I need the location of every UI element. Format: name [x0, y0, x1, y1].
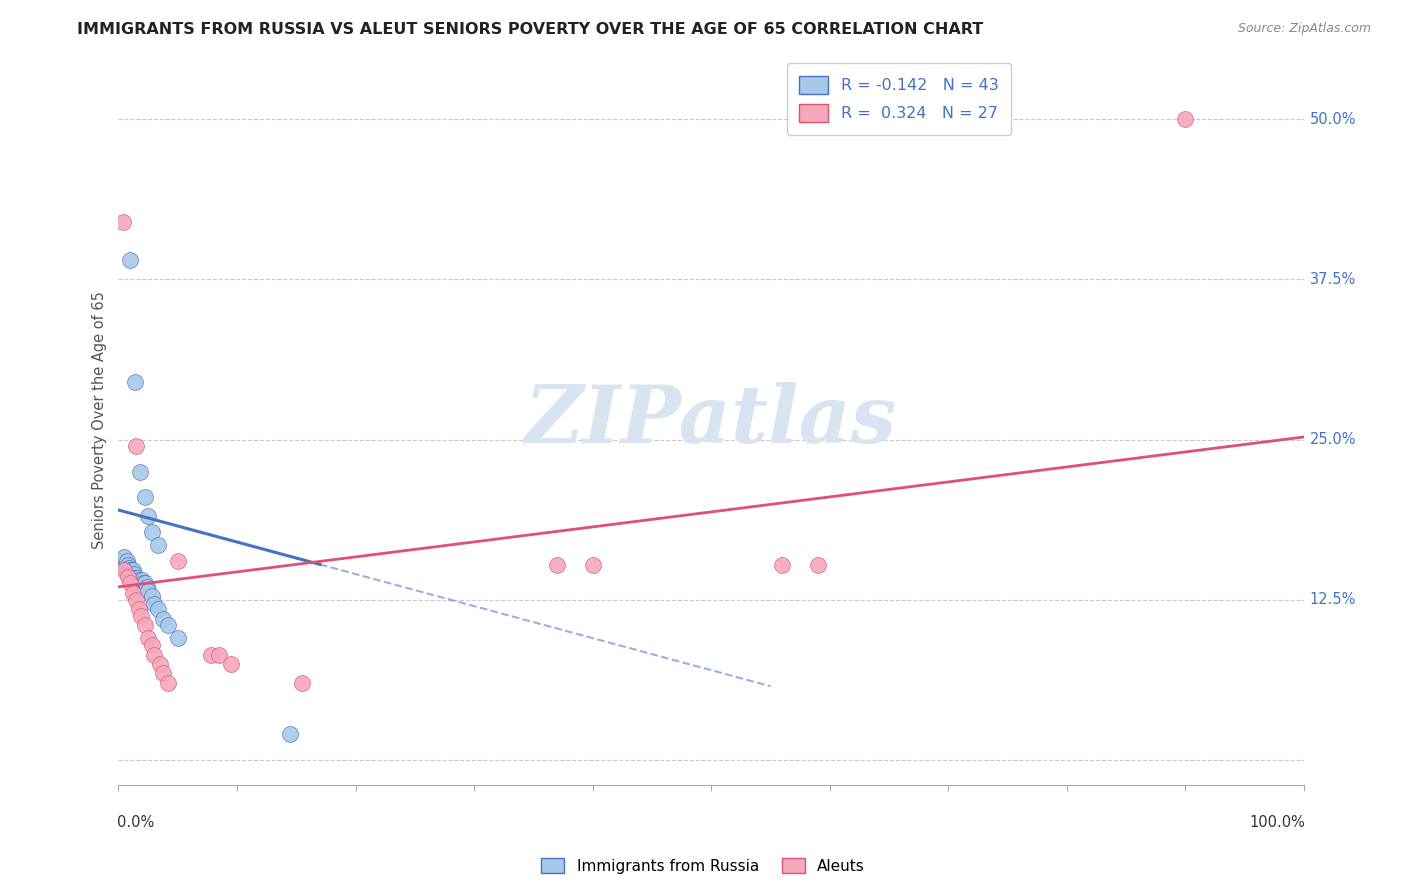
Point: [125, 574, 148, 588]
Point: [118, 567, 141, 582]
Text: Source: ZipAtlas.com: Source: ZipAtlas.com: [1237, 22, 1371, 36]
Point: [278, 727, 301, 741]
Point: [208, 648, 231, 662]
Point: [141, 638, 163, 652]
Point: [112, 215, 135, 229]
Point: [581, 558, 603, 573]
Point: [219, 657, 242, 671]
Point: [120, 563, 142, 577]
Point: [200, 648, 222, 662]
Point: [134, 490, 156, 504]
Point: [132, 576, 155, 591]
Point: [770, 558, 793, 573]
Point: [807, 558, 830, 573]
Point: [121, 563, 143, 577]
Text: IMMIGRANTS FROM RUSSIA VS ALEUT SENIORS POVERTY OVER THE AGE OF 65 CORRELATION C: IMMIGRANTS FROM RUSSIA VS ALEUT SENIORS …: [77, 22, 984, 37]
Text: 50.0%: 50.0%: [1310, 112, 1357, 127]
Point: [112, 563, 135, 577]
Point: [122, 567, 145, 582]
Point: [112, 558, 135, 573]
Point: [128, 465, 150, 479]
Point: [114, 563, 136, 577]
Text: 37.5%: 37.5%: [1310, 272, 1355, 287]
Point: [157, 618, 180, 632]
Point: [128, 576, 150, 591]
Point: [291, 676, 314, 690]
Text: 12.5%: 12.5%: [1310, 592, 1357, 607]
Point: [112, 550, 135, 565]
Point: [121, 571, 143, 585]
Point: [120, 253, 142, 268]
Legend: R = -0.142   N = 43, R =  0.324   N = 27: R = -0.142 N = 43, R = 0.324 N = 27: [786, 63, 1011, 136]
Point: [120, 576, 142, 591]
Point: [128, 601, 150, 615]
Point: [124, 571, 146, 585]
Point: [112, 560, 135, 574]
Point: [124, 375, 146, 389]
Point: [149, 657, 172, 671]
Text: 25.0%: 25.0%: [1310, 432, 1357, 447]
Point: [121, 563, 143, 577]
Point: [135, 580, 157, 594]
Point: [157, 676, 180, 690]
Point: [120, 569, 142, 583]
Point: [125, 592, 148, 607]
Point: [146, 538, 169, 552]
Point: [134, 576, 156, 591]
Point: [115, 560, 138, 574]
Point: [117, 558, 139, 573]
Point: [136, 583, 159, 598]
Point: [134, 618, 156, 632]
Point: [146, 601, 169, 615]
Point: [127, 571, 149, 585]
Point: [166, 631, 188, 645]
Legend: Immigrants from Russia, Aleuts: Immigrants from Russia, Aleuts: [536, 852, 870, 880]
Point: [115, 554, 138, 568]
Point: [1174, 112, 1197, 127]
Text: 100.0%: 100.0%: [1249, 814, 1305, 830]
Point: [136, 509, 159, 524]
Point: [117, 563, 139, 577]
Point: [152, 665, 174, 680]
Point: [128, 574, 150, 588]
Point: [143, 648, 166, 662]
Point: [546, 558, 568, 573]
Point: [125, 439, 148, 453]
Point: [117, 569, 139, 583]
Point: [166, 554, 188, 568]
Point: [141, 589, 163, 603]
Point: [121, 586, 143, 600]
Text: ZIPatlas: ZIPatlas: [524, 382, 897, 459]
Point: [129, 576, 152, 591]
Point: [111, 554, 134, 568]
Y-axis label: Seniors Poverty Over the Age of 65: Seniors Poverty Over the Age of 65: [93, 292, 107, 549]
Point: [141, 524, 163, 539]
Point: [129, 609, 152, 624]
Point: [131, 574, 153, 588]
Point: [136, 631, 159, 645]
Point: [121, 569, 143, 583]
Point: [143, 597, 166, 611]
Text: 0.0%: 0.0%: [117, 814, 155, 830]
Point: [118, 560, 141, 574]
Point: [152, 612, 174, 626]
